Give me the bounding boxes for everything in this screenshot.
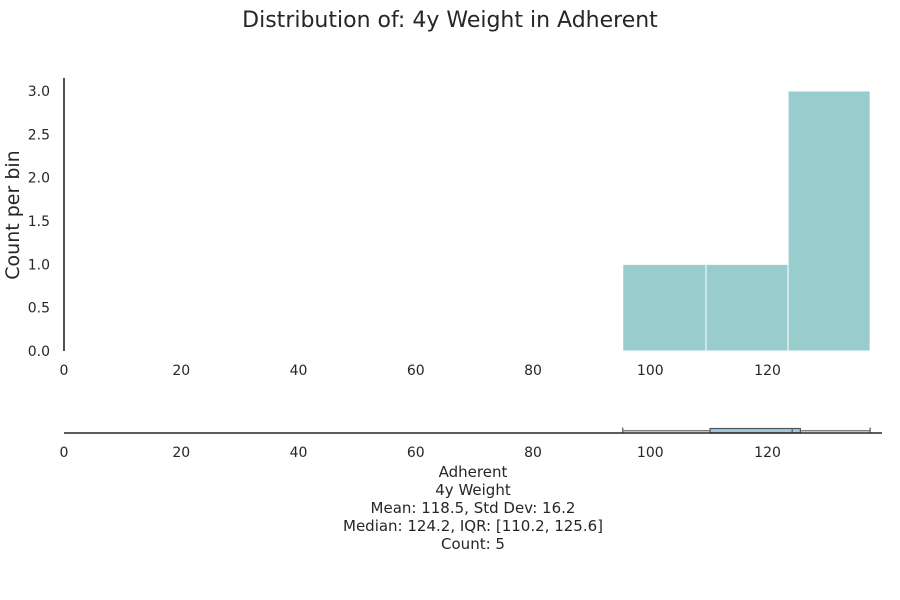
y-tick-label: 0.5: [28, 301, 50, 317]
box-x-tick-label: 80: [524, 445, 542, 461]
y-tick-label: 0.0: [28, 344, 50, 360]
x-tick-label: 20: [172, 363, 190, 379]
histogram-bar-2: [705, 263, 789, 352]
box-x-tick-label: 60: [407, 445, 425, 461]
y-tick-label: 1.5: [28, 214, 50, 230]
stats-line: Median: 124.2, IQR: [110.2, 125.6]: [343, 517, 603, 535]
summary-stats: Adherent 4y Weight Mean: 118.5, Std Dev: 1…: [0, 463, 900, 553]
y-tick-label: 1.0: [28, 257, 50, 273]
stats-line: Adherent: [438, 463, 508, 481]
y-axis-label: Count per bin: [2, 150, 24, 279]
x-tick-label: 120: [754, 363, 781, 379]
box-plot-axes: 0 20 40 60 80 100 120: [60, 432, 882, 461]
histogram-axes: 0.0 0.5 1.0 1.5 2.0 2.5 3.0 0 20 40 60 80 100 120: [28, 78, 781, 379]
y-tick-label: 3.0: [28, 84, 50, 100]
x-tick-label: 100: [637, 363, 664, 379]
box-x-tick-label: 0: [60, 445, 69, 461]
y-tick-label: 2.0: [28, 171, 50, 187]
histogram-bar-1: [622, 263, 707, 352]
stats-line: Count: 5: [441, 535, 505, 553]
x-tick-label: 80: [524, 363, 542, 379]
box-x-tick-label: 20: [172, 445, 190, 461]
x-tick-label: 0: [60, 363, 69, 379]
box-x-tick-label: 120: [754, 445, 781, 461]
y-tick-label: 2.5: [28, 127, 50, 143]
histogram-bar-3: [787, 90, 871, 352]
x-tick-label: 40: [290, 363, 308, 379]
stats-line: 4y Weight: [435, 481, 511, 499]
box-plot: [622, 427, 871, 434]
histogram-bars: [622, 90, 871, 352]
stats-line: Mean: 118.5, Std Dev: 16.2: [370, 499, 576, 517]
box-x-tick-label: 100: [637, 445, 664, 461]
chart-title: Distribution of: 4y Weight in Adherent: [242, 8, 658, 33]
box-x-tick-label: 40: [290, 445, 308, 461]
x-tick-label: 60: [407, 363, 425, 379]
